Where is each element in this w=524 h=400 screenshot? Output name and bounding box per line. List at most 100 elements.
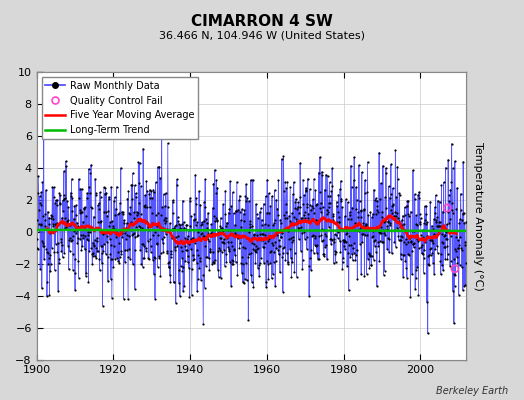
Point	[245, 228, 253, 235]
Point	[413, 264, 421, 270]
Point	[335, 219, 344, 226]
Point	[110, 197, 118, 204]
Point	[434, 197, 442, 204]
Point	[301, 187, 310, 193]
Point	[136, 247, 145, 254]
Point	[93, 248, 102, 254]
Point	[67, 238, 75, 245]
Point	[88, 251, 96, 257]
Point	[174, 232, 182, 239]
Point	[121, 230, 129, 237]
Point	[227, 203, 236, 210]
Point	[344, 199, 352, 206]
Point	[425, 237, 434, 243]
Point	[155, 253, 163, 260]
Point	[402, 264, 410, 271]
Point	[269, 222, 277, 228]
Point	[167, 254, 175, 260]
Point	[407, 208, 415, 215]
Point	[280, 214, 289, 221]
Point	[365, 265, 374, 272]
Point	[136, 211, 145, 217]
Point	[185, 240, 193, 247]
Point	[58, 214, 66, 221]
Point	[103, 212, 112, 219]
Point	[290, 269, 299, 276]
Point	[47, 261, 55, 267]
Point	[304, 215, 312, 222]
Point	[119, 296, 128, 302]
Point	[388, 250, 396, 256]
Point	[319, 204, 327, 210]
Point	[273, 206, 281, 212]
Point	[225, 248, 233, 255]
Point	[92, 254, 100, 261]
Point	[417, 232, 425, 238]
Point	[84, 166, 93, 172]
Point	[102, 250, 110, 257]
Point	[399, 212, 407, 219]
Point	[81, 273, 90, 279]
Point	[136, 224, 144, 231]
Point	[52, 220, 61, 226]
Point	[110, 243, 118, 249]
Point	[166, 220, 174, 226]
Point	[230, 246, 238, 252]
Point	[283, 178, 291, 185]
Point	[374, 239, 383, 245]
Point	[201, 176, 210, 182]
Point	[96, 189, 104, 196]
Point	[164, 260, 172, 266]
Point	[129, 230, 138, 236]
Point	[443, 221, 451, 228]
Point	[146, 186, 154, 193]
Point	[278, 156, 286, 162]
Point	[128, 170, 137, 176]
Point	[84, 228, 92, 235]
Point	[330, 239, 338, 246]
Point	[268, 193, 276, 199]
Point	[78, 209, 86, 216]
Point	[321, 231, 330, 238]
Point	[45, 221, 53, 227]
Point	[268, 240, 277, 246]
Point	[41, 211, 49, 217]
Point	[69, 251, 78, 258]
Point	[214, 274, 223, 280]
Point	[72, 202, 80, 208]
Point	[285, 236, 293, 242]
Point	[43, 278, 51, 285]
Point	[122, 227, 130, 233]
Point	[261, 240, 269, 246]
Point	[359, 207, 368, 214]
Point	[325, 204, 333, 211]
Point	[205, 267, 213, 274]
Point	[357, 271, 365, 278]
Point	[232, 232, 241, 238]
Point	[403, 198, 411, 204]
Point	[215, 227, 223, 233]
Point	[228, 261, 236, 267]
Point	[265, 190, 273, 196]
Point	[72, 226, 81, 233]
Point	[161, 231, 170, 237]
Point	[247, 250, 255, 256]
Point	[228, 189, 237, 196]
Point	[60, 196, 69, 202]
Point	[436, 258, 445, 264]
Point	[63, 217, 72, 224]
Point	[395, 218, 403, 224]
Point	[390, 238, 399, 245]
Point	[123, 220, 131, 226]
Point	[121, 247, 129, 254]
Point	[387, 161, 395, 168]
Point	[356, 207, 365, 214]
Point	[293, 206, 301, 212]
Point	[286, 246, 294, 252]
Point	[90, 237, 99, 243]
Point	[53, 197, 61, 203]
Point	[134, 231, 142, 238]
Point	[321, 244, 329, 250]
Point	[411, 196, 419, 202]
Point	[315, 256, 323, 262]
